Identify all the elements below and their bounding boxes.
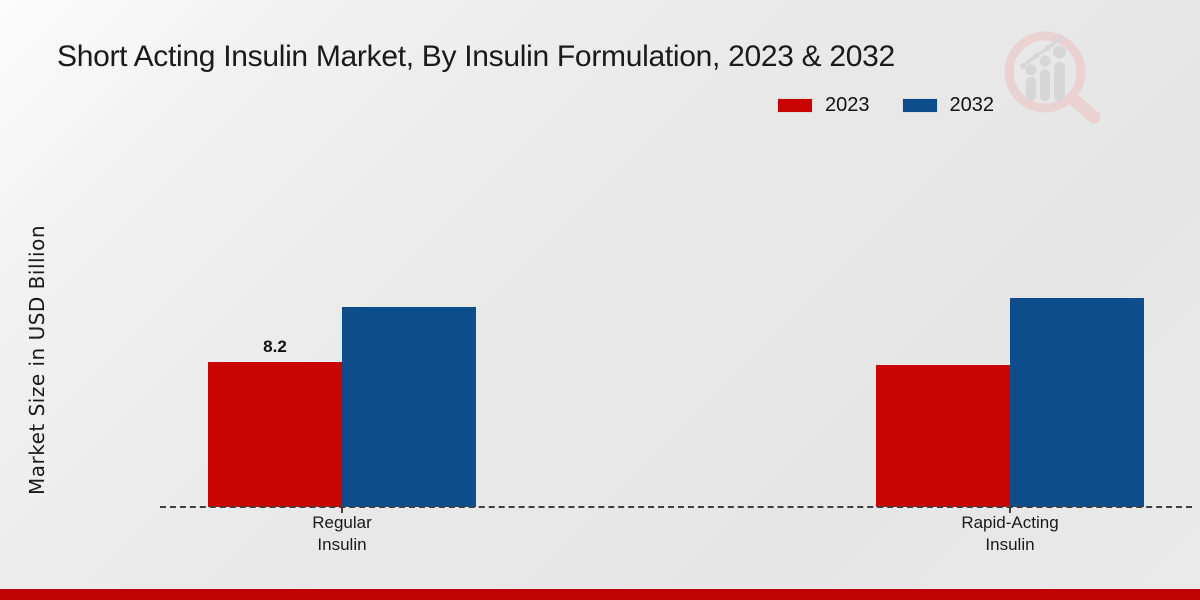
bar-2023-regular-insulin	[208, 362, 342, 507]
legend: 2023 2032	[777, 94, 994, 117]
x-label-line2: Insulin	[985, 535, 1035, 554]
x-label-line1: Rapid-Acting	[961, 513, 1059, 532]
footer-accent-bar	[0, 589, 1200, 600]
bar-value-label-2023-regular: 8.2	[263, 337, 287, 356]
legend-item-2023: 2023	[777, 94, 870, 117]
x-label-line1: Regular	[312, 513, 372, 532]
legend-label-2023: 2023	[825, 94, 870, 116]
x-label-line2: Insulin	[317, 535, 367, 554]
legend-item-2032: 2032	[901, 94, 995, 117]
y-axis-label: Market Size in USD Billion	[25, 224, 49, 496]
legend-label-2032: 2032	[949, 94, 995, 116]
x-label-regular-insulin: Regular Insulin	[242, 512, 442, 556]
x-axis-baseline	[160, 506, 1192, 508]
chart-title: Short Acting Insulin Market, By Insulin …	[57, 40, 895, 73]
legend-swatch-2032	[901, 98, 938, 113]
legend-swatch-2023	[777, 98, 813, 113]
market-research-watermark-logo	[1004, 31, 1101, 124]
x-tick-rapid-acting-insulin	[1009, 507, 1011, 513]
x-tick-regular-insulin	[341, 507, 343, 513]
x-label-rapid-acting-insulin: Rapid-Acting Insulin	[910, 512, 1110, 556]
bar-2032-rapid-acting-insulin	[1010, 298, 1144, 507]
bar-2032-regular-insulin	[342, 307, 476, 507]
bar-2023-rapid-acting-insulin	[876, 365, 1010, 507]
